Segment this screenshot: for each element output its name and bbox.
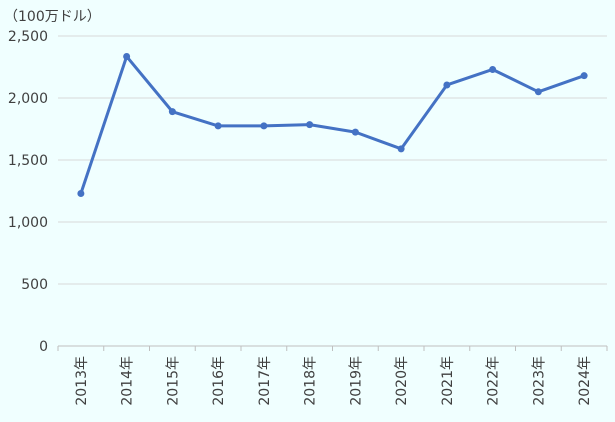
x-tick-label: 2019年: [348, 356, 364, 406]
y-tick-label: 1,500: [8, 153, 48, 169]
y-tick-label: 1,000: [8, 215, 48, 231]
x-tick-label: 2021年: [440, 356, 456, 406]
x-tick-labels: 2013年 2014年 2015年 2016年 2017年 2018年 2019年 2020年…: [74, 356, 593, 406]
data-point: [123, 52, 131, 60]
data-point: [580, 72, 588, 80]
data-point: [77, 189, 85, 197]
data-point: [168, 108, 176, 116]
data-point: [214, 122, 222, 130]
gridlines: [58, 35, 607, 285]
y-tick-label: 0: [39, 339, 48, 355]
x-tick-label: 2016年: [211, 356, 227, 406]
axes: [57, 345, 608, 351]
x-tick-label: 2017年: [257, 356, 273, 406]
x-tick-label: 2022年: [486, 356, 502, 406]
y-tick-label: 500: [21, 277, 48, 293]
x-tick-label: 2018年: [303, 356, 319, 406]
y-tick-label: 2,000: [8, 91, 48, 107]
data-point: [534, 88, 542, 96]
unit-label: （100万ドル）: [4, 9, 101, 25]
data-point: [351, 128, 359, 136]
x-tick-label: 2014年: [120, 356, 136, 406]
data-point: [397, 145, 405, 153]
y-tick-labels: 0 500 1,000 1,500 2,000 2,500: [8, 29, 48, 355]
x-tick-label: 2013年: [74, 356, 90, 406]
y-tick-label: 2,500: [8, 29, 48, 45]
data-point: [260, 122, 268, 130]
data-point: [306, 121, 314, 129]
x-tick-label: 2015年: [165, 356, 181, 406]
data-point: [489, 65, 497, 73]
x-tick-label: 2020年: [394, 356, 410, 406]
x-tick-label: 2023年: [531, 356, 547, 406]
data-point: [443, 81, 451, 89]
x-tick-label: 2024年: [577, 356, 593, 406]
series-line: [79, 54, 586, 195]
series: [77, 52, 588, 197]
